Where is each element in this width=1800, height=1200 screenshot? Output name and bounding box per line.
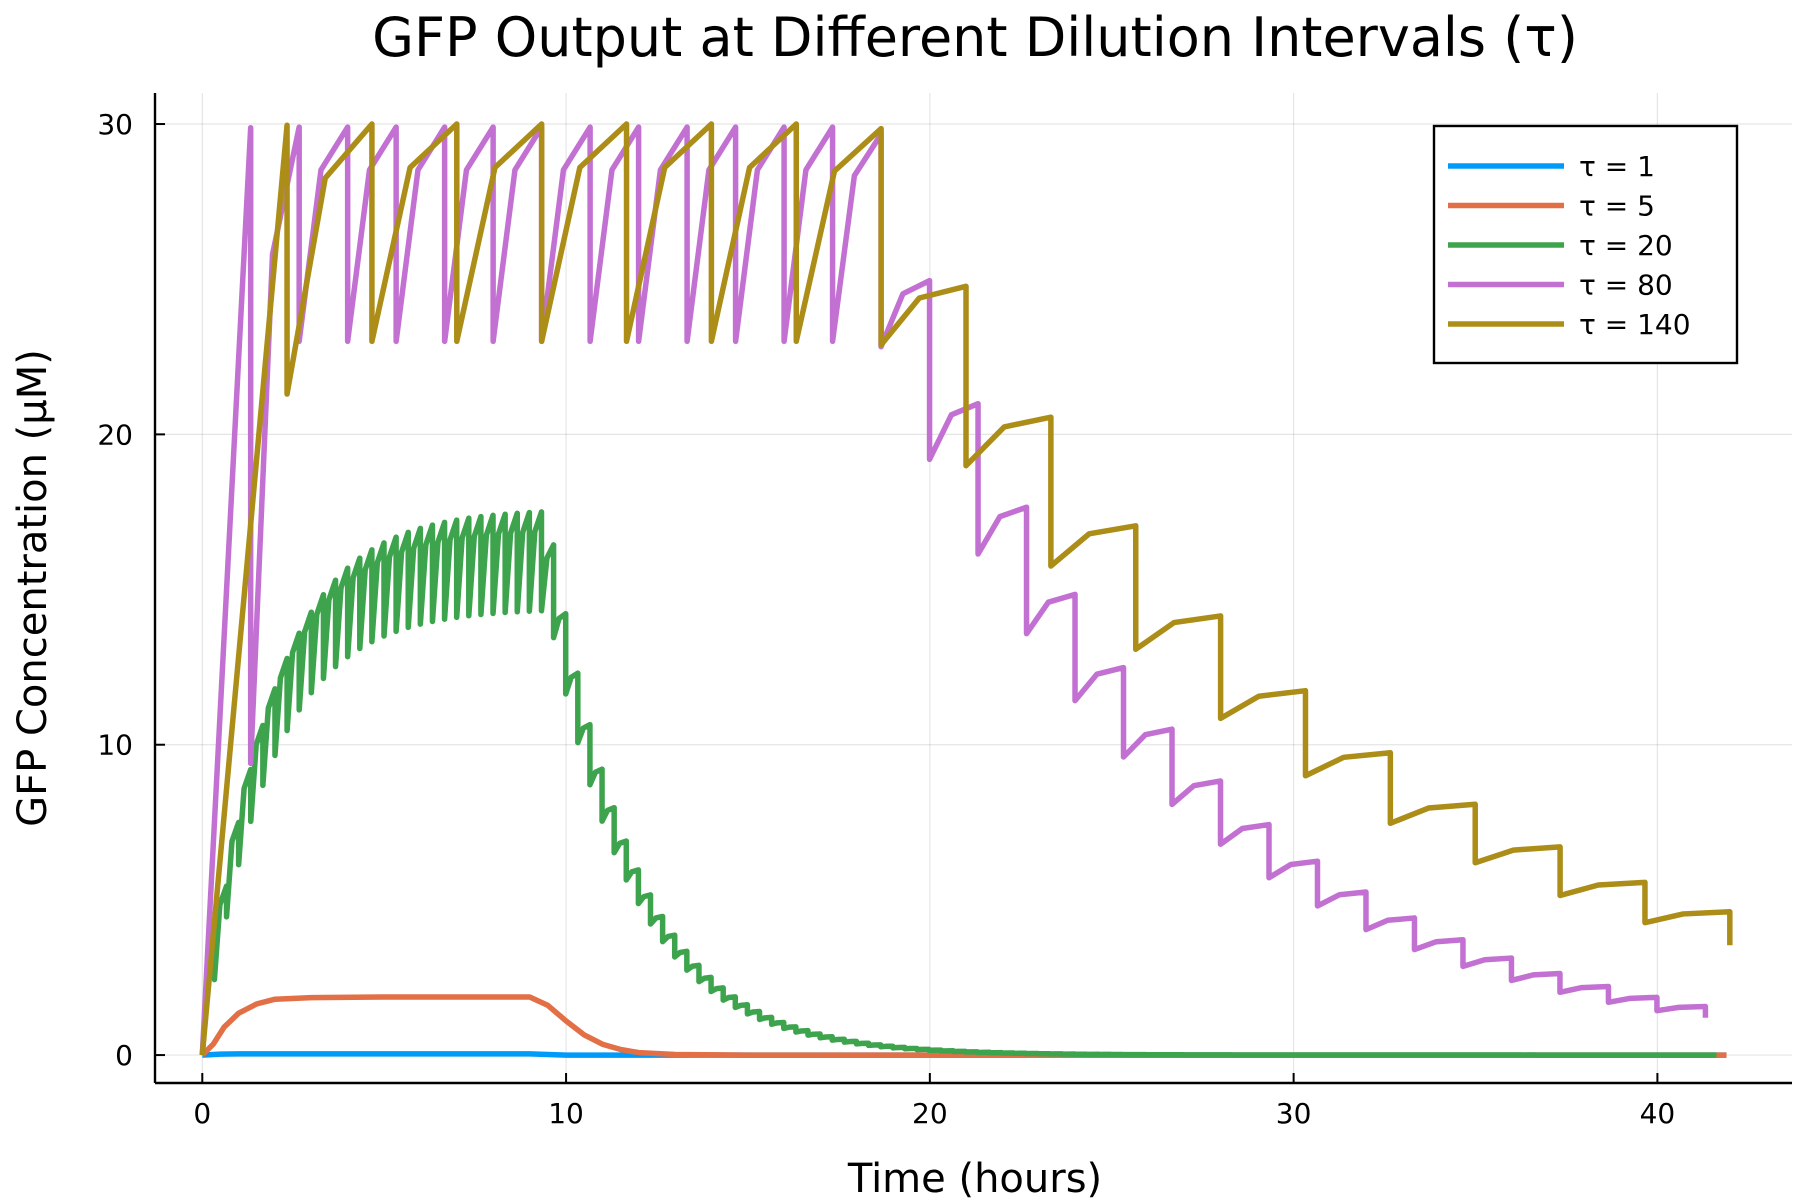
legend-label: τ = 140 [1579,308,1691,341]
legend-label: τ = 80 [1579,269,1673,302]
x-tick-label: 0 [193,1097,211,1130]
legend-label: τ = 5 [1579,190,1655,223]
legend-entry-1: τ = 5 [1448,190,1655,223]
x-tick-1: 10 [548,1073,584,1130]
y-tick-label: 10 [97,729,133,762]
x-tick-label: 10 [548,1097,584,1130]
x-tick-label: 40 [1640,1097,1676,1130]
legend-label: τ = 20 [1579,229,1673,262]
legend: τ = 1 τ = 5 τ = 20 τ = 80 τ = 140 [1432,124,1739,365]
legend-entry-4: τ = 140 [1448,308,1691,341]
series-line-2 [199,509,1717,1058]
y-axis-ticks: 0 10 20 30 [97,108,165,1072]
y-tick-label: 30 [97,108,133,141]
x-tick-3: 30 [1276,1073,1312,1130]
y-tick-0: 0 [115,1039,165,1072]
legend-entry-3: τ = 80 [1448,269,1673,302]
y-tick-3: 30 [97,108,165,141]
series-line-3 [199,124,1709,1056]
x-tick-label: 30 [1276,1097,1312,1130]
legend-label: τ = 1 [1579,150,1655,183]
series-line-4 [199,121,1733,1056]
series-lines [199,121,1733,1058]
x-tick-4: 40 [1640,1073,1676,1130]
x-axis-ticks: 0 10 20 30 40 [193,1073,1675,1130]
x-tick-0: 0 [193,1073,211,1130]
x-tick-label: 20 [912,1097,948,1130]
legend-entry-0: τ = 1 [1448,150,1655,183]
y-tick-2: 20 [97,418,165,451]
y-tick-label: 0 [115,1039,133,1072]
chart-title: GFP Output at Different Dilution Interva… [372,6,1578,69]
y-tick-1: 10 [97,729,165,762]
y-axis-label: GFP Concentration (μM) [10,349,56,827]
legend-entry-2: τ = 20 [1448,229,1673,262]
series-line-1 [200,994,1727,1058]
x-axis-label: Time (hours) [847,1156,1102,1200]
y-tick-label: 20 [97,418,133,451]
x-tick-2: 20 [912,1073,948,1130]
